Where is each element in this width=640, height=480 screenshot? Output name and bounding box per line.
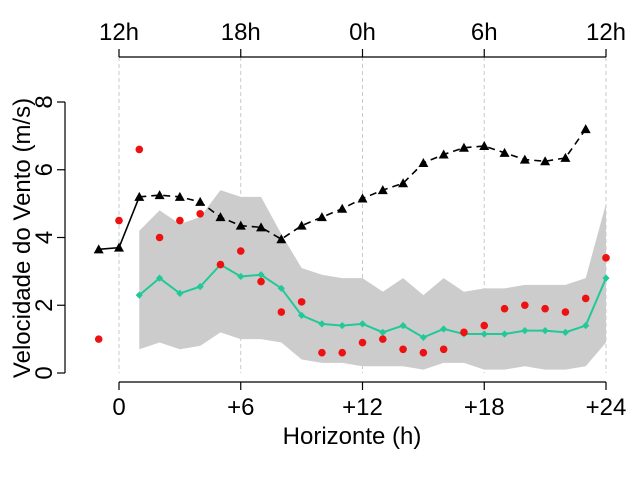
observed-point-25 — [602, 254, 610, 262]
observed-point-14 — [378, 335, 387, 343]
x-tick-label-4: +24 — [586, 394, 627, 421]
triangle-point-2 — [134, 191, 145, 201]
diamond-point-3 — [196, 283, 204, 291]
band-area — [139, 190, 606, 370]
y-tick-label-2: 4 — [31, 231, 58, 244]
observed-point-10 — [297, 298, 306, 306]
top-tick-label-0: 12h — [99, 19, 139, 46]
x-tick-label-0: 0 — [112, 394, 125, 421]
diamond-point-15 — [440, 325, 448, 333]
observed-point-24 — [581, 294, 590, 303]
observed-point-4 — [176, 216, 184, 225]
top-tick-label-1: 18h — [221, 19, 261, 46]
observed-point-17 — [439, 345, 448, 354]
triangle-point-16 — [418, 157, 429, 167]
diamond-point-19 — [521, 327, 529, 335]
triangle-point-24 — [580, 124, 591, 134]
x-tick-label-2: +12 — [342, 394, 383, 421]
triangle-point-21 — [519, 154, 530, 164]
diamond-point-5 — [237, 272, 245, 281]
diamond-point-9 — [318, 320, 326, 328]
observed-point-2 — [135, 145, 144, 154]
observed-point-21 — [521, 301, 529, 310]
observed-point-12 — [338, 348, 347, 357]
observed-point-15 — [399, 345, 407, 354]
y-axis-title: Velocidade do Vento (m/s) — [9, 98, 36, 378]
y-tick-label-3: 6 — [31, 163, 58, 176]
triangle-point-22 — [540, 156, 551, 166]
x-tick-label-1: +6 — [227, 394, 254, 421]
diamond-point-22 — [582, 321, 590, 330]
diamond-point-6 — [257, 271, 265, 279]
observed-point-23 — [561, 308, 570, 316]
triangle-point-20 — [499, 147, 510, 157]
triangle-point-15 — [398, 178, 409, 188]
diamond-point-1 — [155, 274, 164, 282]
triangle-point-4 — [174, 191, 185, 201]
uncertainty-band — [139, 190, 606, 370]
y-tick-label-1: 2 — [31, 299, 58, 312]
observed-point-1 — [115, 216, 123, 225]
triangle-point-0 — [93, 244, 104, 254]
triangle-point-12 — [337, 203, 348, 213]
ticks: 0 +6 +12 +18 +24 12h 18h 0h 6h 12h 0 2 4 6 8 — [31, 19, 626, 421]
triangle-point-1 — [114, 242, 124, 252]
series-markers — [93, 124, 610, 357]
diamond-point-23 — [602, 274, 610, 282]
observed-point-16 — [419, 348, 428, 357]
diamond-point-21 — [561, 328, 570, 336]
triangle-point-3 — [154, 190, 165, 200]
diamond-point-11 — [358, 320, 367, 328]
diamond-point-18 — [500, 330, 509, 338]
diamond-point-2 — [176, 289, 184, 297]
y-tick-label-0: 0 — [31, 366, 58, 379]
diamond-point-8 — [298, 311, 306, 320]
triangle-point-8 — [256, 222, 267, 232]
observed-point-13 — [358, 338, 367, 347]
observed-point-0 — [94, 335, 103, 343]
diamond-point-10 — [338, 321, 346, 330]
x-axis-title: Horizonte (h) — [283, 423, 422, 450]
observed-point-20 — [500, 304, 509, 313]
triangle-point-11 — [316, 212, 327, 222]
observed-point-5 — [196, 209, 204, 218]
x-tick-label-3: +18 — [464, 394, 505, 421]
triangle-point-7 — [235, 220, 246, 230]
observed-point-8 — [257, 277, 265, 286]
top-tick-label-4: 12h — [586, 19, 626, 46]
top-tick-label-2: 0h — [349, 19, 376, 46]
observed-point-19 — [480, 321, 489, 330]
triangle-point-5 — [195, 196, 206, 206]
triangle-point-17 — [438, 149, 449, 159]
triangle-point-18 — [458, 142, 469, 152]
observed-point-11 — [318, 348, 326, 357]
observed-point-22 — [541, 304, 549, 313]
triangle-point-23 — [560, 152, 571, 162]
observed-point-18 — [460, 328, 468, 337]
triangle-point-9 — [276, 234, 287, 244]
diamond-point-12 — [379, 328, 387, 336]
triangle-point-13 — [357, 193, 368, 203]
triangle-point-14 — [377, 185, 388, 195]
diamond-point-7 — [277, 284, 285, 292]
triangle-point-19 — [479, 141, 490, 151]
observed-point-9 — [277, 308, 286, 316]
diamond-point-14 — [419, 333, 427, 342]
observed-point-3 — [155, 233, 164, 242]
diamond-point-13 — [399, 321, 407, 330]
triangle-point-6 — [215, 212, 226, 222]
diamond-point-0 — [135, 291, 143, 299]
diamond-point-20 — [541, 327, 549, 335]
observed-point-7 — [236, 247, 245, 255]
top-tick-label-3: 6h — [471, 19, 498, 46]
triangle-point-10 — [296, 220, 307, 230]
y-tick-label-4: 8 — [31, 95, 58, 108]
observed-point-6 — [216, 260, 225, 269]
diamond-point-17 — [480, 330, 488, 338]
